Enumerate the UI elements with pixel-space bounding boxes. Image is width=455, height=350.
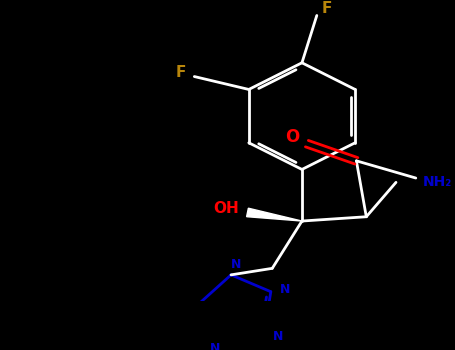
Polygon shape [247, 208, 302, 221]
Text: N: N [279, 284, 290, 296]
Text: N: N [210, 342, 220, 350]
Text: O: O [285, 128, 299, 146]
Text: F: F [175, 65, 186, 80]
Text: N: N [273, 330, 284, 343]
Text: F: F [322, 1, 332, 16]
Text: N: N [231, 258, 241, 271]
Text: OH: OH [213, 201, 238, 216]
Text: NH₂: NH₂ [423, 175, 452, 189]
